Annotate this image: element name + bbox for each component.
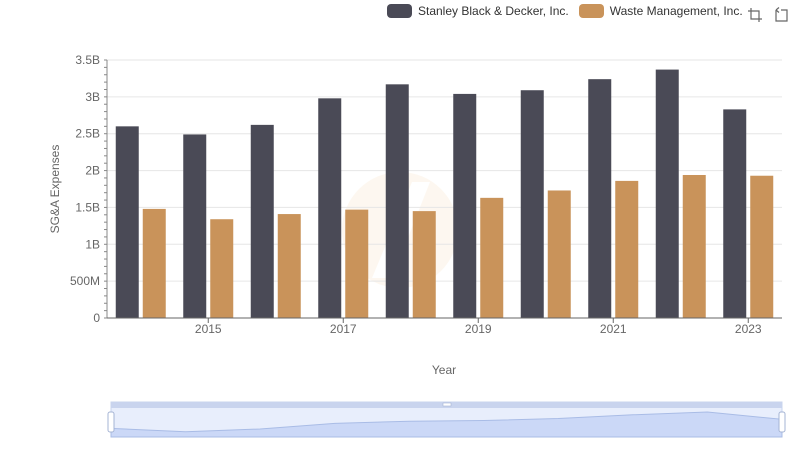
bar-stanley-2023[interactable] (723, 109, 747, 318)
x-tick-label: 2015 (195, 322, 222, 336)
x-tick-label: 2017 (330, 322, 357, 336)
bar-stanley-2018[interactable] (385, 84, 409, 318)
bars (115, 69, 774, 319)
bar-waste-management-2016[interactable] (277, 214, 301, 318)
y-tick-label: 2.5B (75, 127, 100, 141)
bar-waste-management-2021[interactable] (615, 180, 639, 318)
bar-stanley-2017[interactable] (318, 98, 342, 319)
bar-waste-management-2017[interactable] (345, 209, 369, 318)
legend: Stanley Black & Decker, Inc. Waste Manag… (387, 4, 743, 18)
x-tick-label: 2023 (735, 322, 762, 336)
bar-waste-management-2018[interactable] (412, 211, 436, 318)
x-tick-label: 2021 (600, 322, 627, 336)
data-zoom-slider[interactable] (107, 401, 786, 438)
data-zoom-handle-right[interactable] (778, 411, 786, 433)
bar-waste-management-2019[interactable] (480, 197, 504, 318)
y-tick-label: 1.5B (75, 200, 100, 214)
bar-stanley-2022[interactable] (655, 69, 679, 318)
bar-stanley-2019[interactable] (453, 93, 477, 318)
legend-label-waste-management: Waste Management, Inc. (609, 4, 743, 18)
bar-waste-management-2022[interactable] (682, 174, 706, 318)
legend-swatch-stanley (387, 4, 412, 18)
legend-swatch-waste-management (578, 4, 604, 18)
zoom-icon[interactable] (747, 7, 763, 23)
y-tick-label: 3.5B (75, 53, 100, 67)
y-tick-label: 1B (85, 237, 100, 251)
y-tick-label: 3B (85, 90, 100, 104)
y-tick-label: 500M (70, 274, 100, 288)
x-tick-label: 2019 (465, 322, 492, 336)
bar-stanley-2015[interactable] (183, 134, 207, 318)
bar-stanley-2020[interactable] (520, 90, 544, 318)
bar-stanley-2014[interactable] (115, 126, 139, 318)
x-axis: 2015 2017 2019 2021 2023 (107, 317, 782, 336)
grid-lines (107, 59, 782, 319)
data-zoom-handle-left[interactable] (107, 411, 115, 433)
bar-stanley-2021[interactable] (588, 79, 612, 318)
bar-waste-management-2015[interactable] (210, 219, 234, 318)
y-tick-label: 0 (93, 311, 100, 325)
bar-waste-management-2020[interactable] (547, 190, 571, 318)
data-zoom-move-handle[interactable] (442, 402, 452, 407)
bar-waste-management-2014[interactable] (142, 208, 166, 318)
toolbox (747, 7, 789, 23)
bar-stanley-2016[interactable] (250, 124, 274, 319)
legend-item-waste-management[interactable]: Waste Management, Inc. (578, 4, 743, 18)
y-tick-label: 2B (85, 164, 100, 178)
bar-waste-management-2023[interactable] (750, 175, 774, 318)
legend-label-stanley: Stanley Black & Decker, Inc. (418, 4, 569, 18)
restore-icon[interactable] (773, 7, 789, 23)
y-axis-label: SG&A Expenses (48, 145, 62, 234)
x-axis-label: Year (432, 363, 456, 377)
y-axis: 0 500M 1B 1.5B 2B 2.5B 3B 3.5B (70, 53, 108, 325)
legend-item-stanley[interactable]: Stanley Black & Decker, Inc. (387, 4, 569, 18)
